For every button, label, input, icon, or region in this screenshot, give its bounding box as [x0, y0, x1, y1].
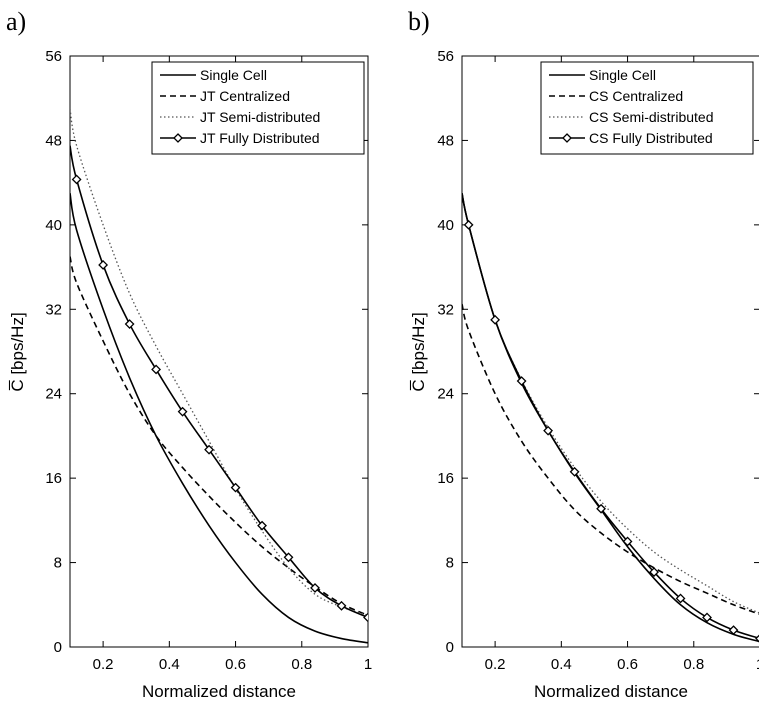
diamond-marker-b	[728, 625, 739, 636]
diamond-marker-b	[755, 634, 759, 643]
plot-frame-a	[69, 55, 369, 648]
panel-label-a: a)	[6, 7, 26, 36]
legend-label-b-2: CS Semi-distributed	[589, 109, 714, 125]
legend-a: Single Cell JT Centralized JT Semi-distrib…	[151, 61, 365, 155]
panel-label-b: b)	[408, 7, 430, 36]
legend-label-b-0: Single Cell	[589, 67, 656, 83]
diamond-marker-b	[463, 219, 474, 230]
chart-panel-a: a) 0.2 0.4 0.6 0.8 1 0 8 16 24 32 40 48 56 Normalize…	[6, 7, 372, 701]
diamond-marker-a	[257, 520, 267, 531]
series-group-a	[70, 108, 368, 644]
y-tick-label-a: 0	[54, 639, 62, 656]
diamond-marker-a	[230, 482, 241, 493]
x-tick-label-a: 0.8	[291, 656, 312, 673]
legend-label-b-1: CS Centralized	[589, 88, 683, 104]
diamond-marker-a	[283, 552, 294, 563]
y-tick-label-b: 0	[446, 639, 454, 656]
x-axis-label-a: Normalized distance	[142, 682, 296, 701]
diamond-marker-a	[71, 174, 82, 185]
diamond-marker-a	[204, 444, 214, 455]
diamond-marker-b	[596, 503, 606, 514]
x-tick-label-b: 0.4	[551, 656, 572, 673]
y-tick-label-a: 32	[45, 301, 62, 318]
y-tick-label-b: 8	[446, 555, 454, 572]
x-axis-label-b: Normalized distance	[534, 682, 688, 701]
diamond-marker-a	[177, 406, 188, 417]
diamond-marker-b	[569, 466, 580, 477]
x-tick-label-b: 0.8	[683, 656, 704, 673]
legend-marker-b	[562, 133, 572, 143]
diamond-marker-a	[336, 600, 347, 611]
diamond-marker-b	[622, 536, 633, 547]
legend-marker-a	[173, 133, 183, 143]
legend-label-a-3: JT Fully Distributed	[200, 130, 320, 146]
series-line-a-2	[70, 108, 368, 616]
tick-group-b: 0.2 0.4 0.6 0.8 1 0 8 16 24 32 40 48 56	[437, 48, 759, 673]
y-tick-label-a: 8	[54, 555, 62, 572]
series-line-b-2	[462, 193, 759, 614]
plot-frame-b	[461, 55, 759, 648]
chart-panel-b: b) 0.2 0.4 0.6 0.8 1 0 8 16 24 32 40 48 56 Normalize…	[408, 7, 759, 701]
diamond-marker-b	[543, 425, 554, 436]
y-tick-label-b: 40	[437, 217, 454, 234]
y-axis-label-a: C̅ [bps/Hz]	[8, 312, 27, 391]
series-line-a-0	[70, 193, 368, 644]
diamond-marker-a	[124, 319, 135, 329]
diamond-marker-b	[490, 314, 501, 325]
y-tick-label-a: 56	[45, 48, 62, 65]
x-tick-label-b: 0.6	[617, 656, 638, 673]
series-line-a-1	[70, 256, 368, 617]
diamond-marker-b	[702, 612, 712, 623]
diamond-marker-b	[675, 593, 686, 604]
tick-group-a: 0.2 0.4 0.6 0.8 1 0 8 16 24 32 40 48 56	[45, 48, 372, 673]
series-group-b	[462, 193, 759, 643]
y-tick-label-a: 40	[45, 217, 62, 234]
legend-label-a-2: JT Semi-distributed	[200, 109, 320, 125]
y-tick-label-b: 56	[437, 48, 454, 65]
series-line-b-1	[462, 303, 759, 615]
x-tick-label-a: 0.2	[93, 656, 114, 673]
x-tick-label-b: 1	[756, 656, 759, 673]
y-tick-label-b: 24	[437, 386, 454, 403]
y-tick-label-b: 32	[437, 301, 454, 318]
y-tick-label-a: 16	[45, 470, 62, 487]
diamond-marker-a	[98, 260, 109, 270]
legend-b: Single Cell CS Centralized CS Semi-distrib…	[540, 61, 754, 155]
x-tick-label-a: 1	[364, 656, 372, 673]
diamond-marker-a	[151, 364, 162, 375]
legend-label-a-1: JT Centralized	[200, 88, 290, 104]
y-tick-label-b: 16	[437, 470, 454, 487]
x-tick-label-b: 0.2	[485, 656, 506, 673]
y-axis-label-b: C̅ [bps/Hz]	[409, 312, 428, 391]
diamond-marker-a	[310, 582, 320, 593]
y-tick-label-a: 24	[45, 386, 62, 403]
diamond-marker-b	[516, 376, 527, 386]
diamond-marker-b	[649, 567, 659, 577]
diamond-marker-a	[363, 612, 368, 623]
x-tick-label-a: 0.6	[225, 656, 246, 673]
series-line-a-3	[70, 145, 368, 619]
legend-label-a-0: Single Cell	[200, 67, 267, 83]
legend-label-b-3: CS Fully Distributed	[589, 130, 713, 146]
y-tick-label-a: 48	[45, 132, 62, 149]
x-tick-label-a: 0.4	[159, 656, 180, 673]
y-tick-label-b: 48	[437, 132, 454, 149]
